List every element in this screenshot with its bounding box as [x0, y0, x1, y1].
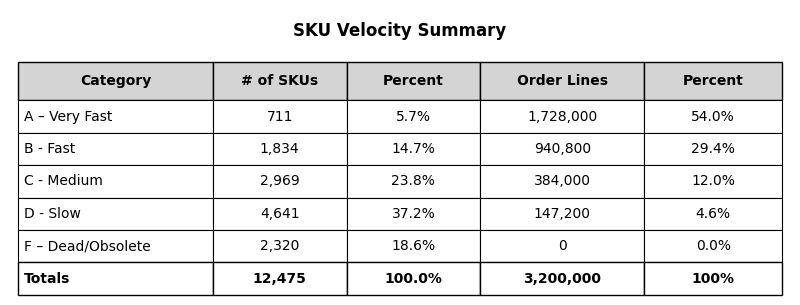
Text: 12.0%: 12.0%	[691, 174, 735, 188]
Bar	[213, 198, 346, 230]
Text: F – Dead/Obsolete: F – Dead/Obsolete	[24, 239, 150, 253]
Bar	[480, 230, 645, 262]
Bar	[480, 198, 645, 230]
Text: 29.4%: 29.4%	[691, 142, 735, 156]
Text: 14.7%: 14.7%	[391, 142, 435, 156]
Bar	[346, 100, 480, 133]
Bar	[213, 262, 346, 295]
Text: Totals: Totals	[24, 272, 70, 286]
Bar	[645, 62, 782, 100]
Text: 37.2%: 37.2%	[391, 207, 435, 221]
Bar	[480, 262, 645, 295]
Text: 54.0%: 54.0%	[691, 109, 735, 124]
Bar	[480, 133, 645, 165]
Bar	[645, 133, 782, 165]
Text: 147,200: 147,200	[534, 207, 591, 221]
Text: 100%: 100%	[692, 272, 734, 286]
Bar	[213, 133, 346, 165]
Bar	[213, 165, 346, 198]
Text: 0.0%: 0.0%	[696, 239, 730, 253]
Bar	[645, 230, 782, 262]
Bar	[346, 198, 480, 230]
Text: 711: 711	[266, 109, 293, 124]
Text: 4,641: 4,641	[260, 207, 299, 221]
Text: # of SKUs: # of SKUs	[241, 74, 318, 88]
Text: 2,969: 2,969	[260, 174, 299, 188]
Text: 100.0%: 100.0%	[385, 272, 442, 286]
Text: 5.7%: 5.7%	[396, 109, 431, 124]
Text: 2,320: 2,320	[260, 239, 299, 253]
Text: B - Fast: B - Fast	[24, 142, 75, 156]
Text: D - Slow: D - Slow	[24, 207, 81, 221]
Bar	[18, 165, 213, 198]
Text: C - Medium: C - Medium	[24, 174, 103, 188]
Text: 12,475: 12,475	[253, 272, 306, 286]
Text: SKU Velocity Summary: SKU Velocity Summary	[294, 22, 506, 40]
Bar	[213, 62, 346, 100]
Bar	[346, 230, 480, 262]
Bar	[346, 62, 480, 100]
Text: 23.8%: 23.8%	[391, 174, 435, 188]
Bar	[480, 165, 645, 198]
Bar	[346, 133, 480, 165]
Bar	[645, 262, 782, 295]
Text: Category: Category	[80, 74, 151, 88]
Text: 18.6%: 18.6%	[391, 239, 435, 253]
Bar	[18, 100, 213, 133]
Bar	[18, 198, 213, 230]
Text: Percent: Percent	[383, 74, 444, 88]
Bar	[480, 100, 645, 133]
Text: 940,800: 940,800	[534, 142, 591, 156]
Bar	[18, 62, 213, 100]
Text: Order Lines: Order Lines	[517, 74, 608, 88]
Bar	[480, 62, 645, 100]
Text: 384,000: 384,000	[534, 174, 591, 188]
Text: 0: 0	[558, 239, 566, 253]
Bar	[645, 100, 782, 133]
Bar	[645, 198, 782, 230]
Bar	[213, 230, 346, 262]
Text: 3,200,000: 3,200,000	[523, 272, 602, 286]
Text: 1,728,000: 1,728,000	[527, 109, 598, 124]
Bar	[645, 165, 782, 198]
Text: 1,834: 1,834	[260, 142, 299, 156]
Bar	[346, 262, 480, 295]
Text: 4.6%: 4.6%	[696, 207, 731, 221]
Bar	[18, 262, 213, 295]
Bar	[18, 230, 213, 262]
Bar	[213, 100, 346, 133]
Bar	[18, 133, 213, 165]
Text: A – Very Fast: A – Very Fast	[24, 109, 112, 124]
Text: Percent: Percent	[683, 74, 744, 88]
Bar	[346, 165, 480, 198]
